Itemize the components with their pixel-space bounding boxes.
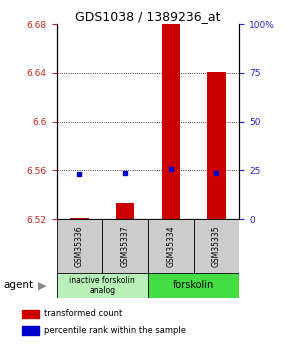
Text: forskolin: forskolin [173, 280, 214, 290]
Bar [148, 273, 239, 298]
Bar [22, 310, 39, 318]
Bar [57, 219, 102, 273]
Bar [194, 219, 239, 273]
Text: GSM35335: GSM35335 [212, 225, 221, 267]
Text: GSM35334: GSM35334 [166, 225, 175, 267]
Text: ▶: ▶ [38, 280, 46, 290]
Bar [70, 218, 88, 219]
Bar [207, 72, 226, 219]
Bar [162, 22, 180, 219]
Text: inactive forskolin
analog: inactive forskolin analog [69, 276, 135, 295]
Text: percentile rank within the sample: percentile rank within the sample [44, 326, 186, 335]
Bar [102, 219, 148, 273]
Bar [148, 219, 194, 273]
Text: GSM35336: GSM35336 [75, 225, 84, 267]
Bar [22, 326, 39, 335]
Text: GSM35337: GSM35337 [121, 225, 130, 267]
Bar [116, 203, 134, 219]
Text: agent: agent [3, 280, 33, 290]
Title: GDS1038 / 1389236_at: GDS1038 / 1389236_at [75, 10, 221, 23]
Text: transformed count: transformed count [44, 309, 122, 318]
Bar [57, 273, 148, 298]
